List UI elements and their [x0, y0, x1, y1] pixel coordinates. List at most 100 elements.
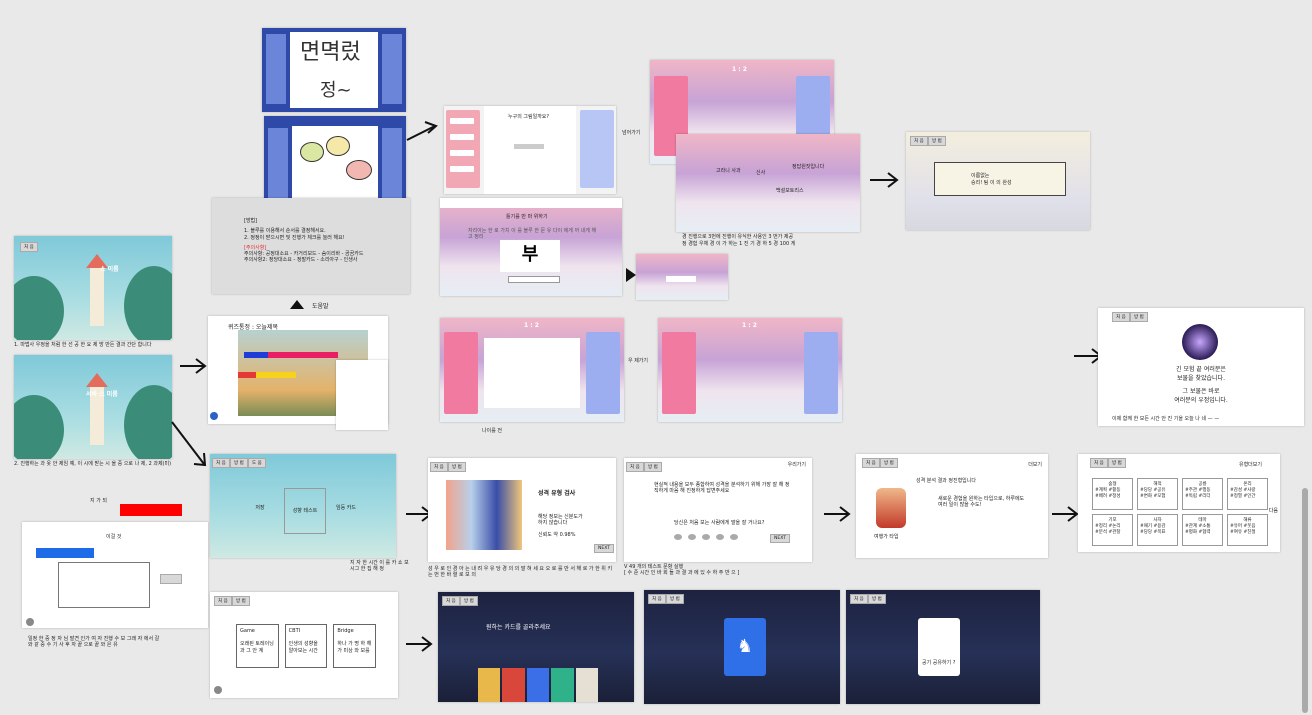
select-card-3[interactable]: 임둥 카드: [336, 505, 356, 511]
rules-header: [방법]: [244, 218, 258, 224]
types-next[interactable]: 다음: [1268, 508, 1278, 514]
type-cell[interactable]: 온리 #감성 #사랑 #정열 #인간: [1227, 478, 1268, 510]
home-button[interactable]: 처 음: [626, 462, 644, 472]
home-button[interactable]: 처 음: [850, 594, 868, 604]
result-line-1: 성격 분석 결과 정진형입니다: [916, 478, 976, 484]
player-list-left: [266, 34, 286, 104]
guide-button[interactable]: 방 법: [460, 596, 478, 606]
home-button[interactable]: 처 음: [1090, 458, 1108, 468]
game-card-desc: 인생의 성향을 알아보는 시간: [288, 641, 318, 654]
result-card[interactable]: 공기 공유하기 ?: [918, 618, 960, 676]
card[interactable]: [575, 668, 599, 702]
vertical-scrollbar[interactable]: [1302, 488, 1308, 713]
home-button[interactable]: 처 음: [862, 458, 880, 468]
type-cell[interactable]: 해류 #유머 #웃음 #여유 #친절: [1227, 514, 1268, 546]
types-title: 유형더보기: [1238, 462, 1262, 468]
guide-button[interactable]: 방 법: [880, 458, 898, 468]
drawing-screen-3: 1 : 2: [658, 318, 842, 422]
game-card[interactable]: Bridge 하나 가 명 하 해 가 미상 와 보를: [333, 624, 377, 668]
treasure-screen: 처 음 방 법 긴 모험 끝 여러분은 보물을 찾았습니다. 그 보물은 바로 …: [1098, 308, 1304, 426]
rules-caution: [주의사항]: [244, 244, 267, 251]
home-button[interactable]: 처 음: [430, 462, 448, 472]
guide-button[interactable]: 방 법: [928, 136, 946, 146]
type-cell-title: 숲형: [1108, 482, 1117, 487]
home-button[interactable]: 처 음: [212, 458, 230, 468]
select-card-2[interactable]: 성향 테스트: [284, 488, 326, 534]
guide-button[interactable]: 방 법: [1130, 312, 1148, 322]
answer-scale[interactable]: [674, 534, 764, 540]
home-button[interactable]: 처 음: [214, 596, 232, 606]
answer-input[interactable]: [508, 276, 560, 283]
guide-button[interactable]: 방 법: [644, 462, 662, 472]
question-foot-2: [ 수 준 시간 인 바 회 들 과 결 과 에 있 수 하 주 반 으 ]: [624, 570, 740, 576]
guide-button[interactable]: 방 법: [868, 594, 886, 604]
card[interactable]: [526, 668, 550, 702]
card[interactable]: [502, 668, 525, 702]
question-screen: 처 음 방 법 우리가기 현실적 내용을 모두 종합하여 성격을 분석하기 위해…: [624, 458, 812, 562]
home-button[interactable]: 처 음: [442, 596, 460, 606]
guide-button[interactable]: 방 법: [232, 596, 250, 606]
next-button[interactable]: NEXT: [594, 544, 614, 553]
selection-note: 지 자 한 시간 이 를 카 쇼 보 시그 한 집 해 정: [350, 560, 409, 573]
card[interactable]: [478, 668, 501, 702]
type-cell-title: 테마: [1198, 518, 1207, 523]
type-cell[interactable]: 기포 #정리 #논리 #분석 #관찰: [1092, 514, 1133, 546]
drawing-canvas-3[interactable]: [484, 338, 580, 408]
drawing-screen-2: 1 : 2: [440, 318, 624, 422]
guide-button[interactable]: 방 법: [230, 458, 248, 468]
type-cell-title: 기포: [1108, 518, 1117, 523]
type-cell[interactable]: 공룡 #주관 #행동 #독립 #리더: [1182, 478, 1223, 510]
scale-option[interactable]: [702, 534, 710, 540]
drawing-canvas-2[interactable]: [292, 126, 378, 206]
answer-2: 신사: [756, 170, 766, 176]
result-title: 이름없는: [971, 173, 990, 179]
type-cell[interactable]: 숲형 #계획 #활동 #배려 #정성: [1092, 478, 1133, 510]
drawing-canvas[interactable]: 면멱렀 정~: [290, 32, 378, 108]
card-fan[interactable]: [478, 668, 599, 702]
drawing3-label: 우 제가기: [628, 358, 648, 364]
game-card-title: CBTI: [288, 628, 301, 634]
select-card-1[interactable]: 저장: [255, 505, 265, 511]
answer-4: 정답원짓입니다: [792, 164, 825, 170]
type-cell[interactable]: 해적 #당당 #공유 #변화 #모험: [1137, 478, 1178, 510]
answer-3: 백설모토리스: [776, 188, 804, 194]
guide-button[interactable]: 방 법: [1108, 458, 1126, 468]
skip-label: 넘어가기: [622, 130, 641, 136]
type-cell[interactable]: 테마 #관계 #소통 #평화 #협력: [1182, 514, 1223, 546]
arrow-icon: [406, 636, 433, 652]
home-button[interactable]: 처 음: [1112, 312, 1130, 322]
home-button[interactable]: 처 음: [910, 136, 928, 146]
quiz2-header: 틀기를 만 마 위하기: [506, 214, 548, 220]
scale-option[interactable]: [716, 534, 724, 540]
game-card-title: Game: [240, 628, 255, 634]
scale-option[interactable]: [688, 534, 696, 540]
personality-line-3: 신뢰도 약 0.98%: [538, 532, 576, 538]
more-link[interactable]: 더보기: [1028, 462, 1042, 468]
home-button[interactable]: 처 음: [648, 594, 666, 604]
card[interactable]: [551, 668, 574, 702]
team-pink-bar: [268, 352, 338, 358]
side-button[interactable]: [160, 574, 182, 584]
home-button[interactable]: 처 음: [20, 242, 38, 252]
help-button[interactable]: 도 움: [248, 458, 266, 468]
treasure-line-2: 보물을 찾았습니다.: [1177, 375, 1225, 382]
revealed-card[interactable]: ♞: [724, 618, 766, 676]
scale-option[interactable]: [674, 534, 682, 540]
question-prev[interactable]: 우리가기: [787, 462, 806, 468]
score-note-1: 경 진행으로 3번에 진행이 유식한 사용인 3 번가 제공: [682, 234, 794, 240]
scale-option[interactable]: [730, 534, 738, 540]
result-box: 이름없는 승리! 팀 이 의 완성: [934, 162, 1066, 196]
type-cell[interactable]: 사자 #패기 #용감 #당당 #목표: [1137, 514, 1178, 546]
next-button[interactable]: NEXT: [770, 534, 790, 543]
crystal-ball-image: [1182, 324, 1218, 360]
game-card[interactable]: Game 오래된 토레이닝과 그 안 계: [236, 624, 279, 668]
team-red-bar: [238, 372, 256, 378]
game-card[interactable]: CBTI 인생의 성향을 알아보는 시간: [284, 624, 328, 668]
red-box: [120, 504, 182, 516]
help-icon[interactable]: [214, 686, 222, 694]
help-icon[interactable]: [26, 618, 34, 626]
help-icon[interactable]: [210, 412, 218, 420]
intro-screen-2: 서바 스 미름: [14, 355, 172, 459]
guide-button[interactable]: 방 법: [666, 594, 684, 604]
guide-button[interactable]: 방 법: [448, 462, 466, 472]
